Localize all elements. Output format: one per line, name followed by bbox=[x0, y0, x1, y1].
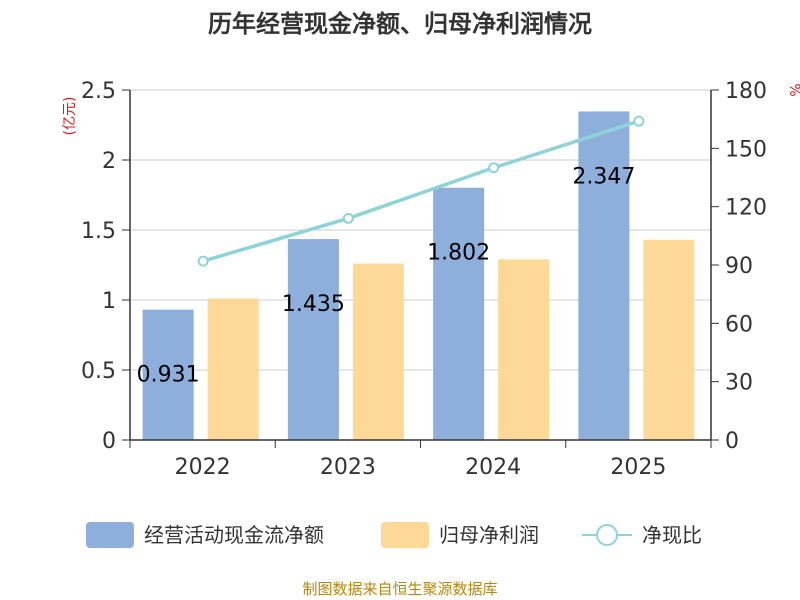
ratio-line bbox=[197, 115, 645, 267]
data-label: 1.802 bbox=[427, 241, 490, 266]
x-tick-label: 2024 bbox=[465, 455, 521, 480]
data-label: 0.931 bbox=[137, 363, 200, 388]
y-left-tick-label: 2 bbox=[102, 149, 116, 174]
ratio-point bbox=[633, 115, 645, 127]
bar-cash-flow bbox=[142, 309, 194, 440]
bar-cash-flow bbox=[287, 239, 339, 440]
bar-net-profit bbox=[352, 263, 404, 440]
bars bbox=[142, 111, 695, 441]
y-left-tick-label: 1 bbox=[102, 289, 116, 314]
y-right-axis-label: % bbox=[786, 83, 800, 96]
ratio-point bbox=[488, 162, 500, 174]
ratio-line-path bbox=[202, 119, 640, 263]
y-right-tick-label: 30 bbox=[725, 371, 753, 396]
legend-swatch-net-profit bbox=[381, 522, 429, 548]
x-tick-label: 2022 bbox=[175, 455, 231, 480]
legend-swatch-ratio-marker bbox=[596, 524, 618, 546]
ratio-point bbox=[342, 212, 354, 224]
legend-label-cash-flow: 经营活动现金流净额 bbox=[144, 523, 324, 547]
x-tick-label: 2025 bbox=[610, 455, 666, 480]
bar-net-profit bbox=[643, 239, 695, 440]
y-left-tick-label: 2.5 bbox=[81, 79, 116, 104]
bar-cash-flow bbox=[433, 187, 485, 440]
legend-label-ratio: 净现比 bbox=[642, 523, 702, 547]
axes: 0 0.5 1 1.5 2 2.5 0 30 60 90 120 150 180 2022 2023 2024… bbox=[81, 79, 767, 480]
y-left-tick-label: 0.5 bbox=[81, 359, 116, 384]
y-right-tick-label: 150 bbox=[725, 137, 767, 162]
data-label: 2.347 bbox=[572, 164, 635, 189]
bar-cash-flow bbox=[578, 111, 630, 441]
y-right-tick-label: 120 bbox=[725, 196, 767, 221]
y-right-tick-label: 0 bbox=[725, 429, 739, 454]
bar-net-profit bbox=[498, 259, 550, 440]
y-left-tick-label: 0 bbox=[102, 429, 116, 454]
y-right-tick-label: 60 bbox=[725, 312, 753, 337]
legend-label-net-profit: 归母净利润 bbox=[439, 523, 539, 547]
ratio-point bbox=[197, 255, 209, 267]
data-labels: 0.931 1.435 1.802 2.347 bbox=[137, 164, 636, 387]
y-left-axis-label: (亿元) bbox=[62, 97, 78, 136]
data-label: 1.435 bbox=[282, 292, 345, 317]
bar-net-profit bbox=[207, 298, 259, 440]
legend-swatch-cash-flow bbox=[86, 522, 134, 548]
y-right-tick-label: 180 bbox=[725, 79, 767, 104]
x-tick-label: 2023 bbox=[320, 455, 376, 480]
footer-source: 制图数据来自恒生聚源数据库 bbox=[302, 580, 497, 598]
y-left-tick-label: 1.5 bbox=[81, 219, 116, 244]
legend: 经营活动现金流净额 归母净利润 净现比 bbox=[86, 522, 702, 548]
chart-title: 历年经营现金净额、归母净利润情况 bbox=[208, 10, 592, 38]
y-right-tick-label: 90 bbox=[725, 254, 753, 279]
